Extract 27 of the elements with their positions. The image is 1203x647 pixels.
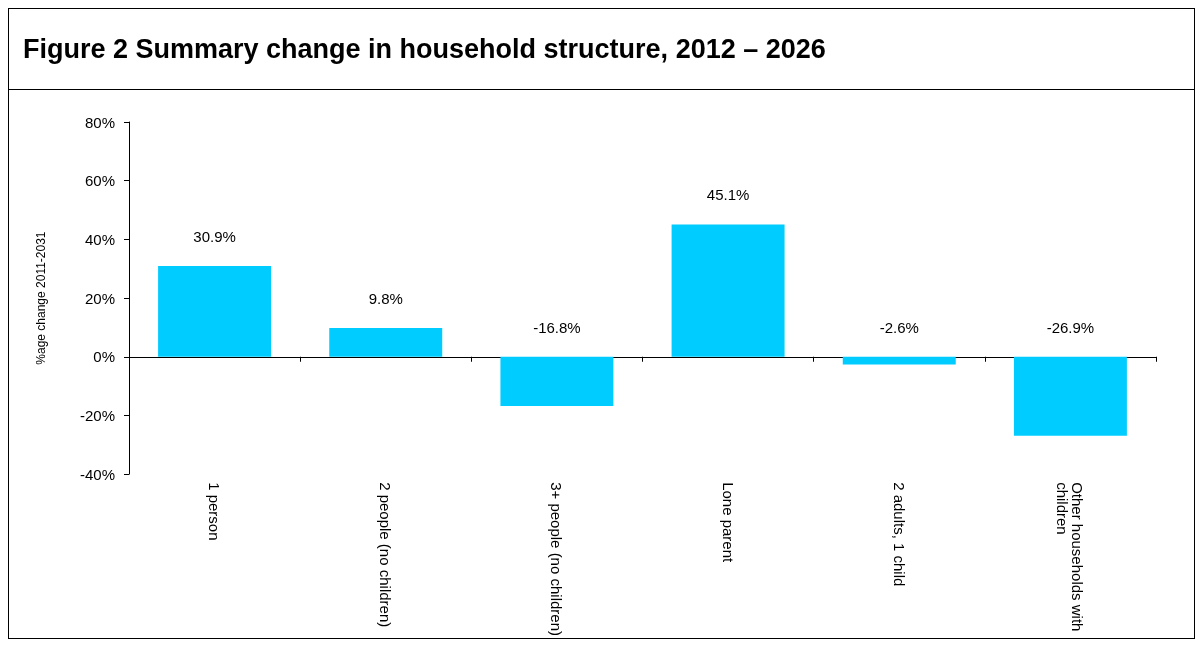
bar (671, 224, 785, 357)
y-tick-label: 0% (93, 348, 115, 366)
y-axis-title: %age change 2011-2031 (34, 231, 48, 365)
chart-title: Figure 2 Summary change in household structure, 2012 – 2026 (9, 9, 1194, 90)
y-tick-label: -40% (79, 465, 115, 483)
y-tick-label: -20% (79, 406, 115, 424)
data-label: 9.8% (368, 290, 403, 308)
x-tick-label: 2 people (no children) (377, 482, 395, 628)
bar (842, 356, 956, 365)
data-label: -2.6% (879, 318, 919, 336)
bar (1013, 356, 1127, 436)
y-tick-label: 80% (84, 113, 115, 131)
y-tick-label: 60% (84, 172, 115, 190)
y-tick-label: 40% (84, 230, 115, 248)
data-label: -16.8% (533, 318, 581, 336)
x-tick-label: 1 person (206, 482, 224, 541)
bar (158, 266, 272, 357)
x-tick-label: Other households with children (1054, 482, 1087, 636)
y-tick-label: 20% (84, 289, 115, 307)
x-tick-label: Lone parent (719, 482, 737, 564)
x-tick-label: 2 adults, 1 child (890, 482, 908, 587)
data-label: 30.9% (193, 228, 236, 246)
bar (329, 328, 443, 357)
data-label: -26.9% (1046, 318, 1095, 336)
bar (500, 356, 614, 407)
x-tick-label: 3+ people (no children) (548, 482, 566, 637)
data-label: 45.1% (706, 186, 750, 204)
